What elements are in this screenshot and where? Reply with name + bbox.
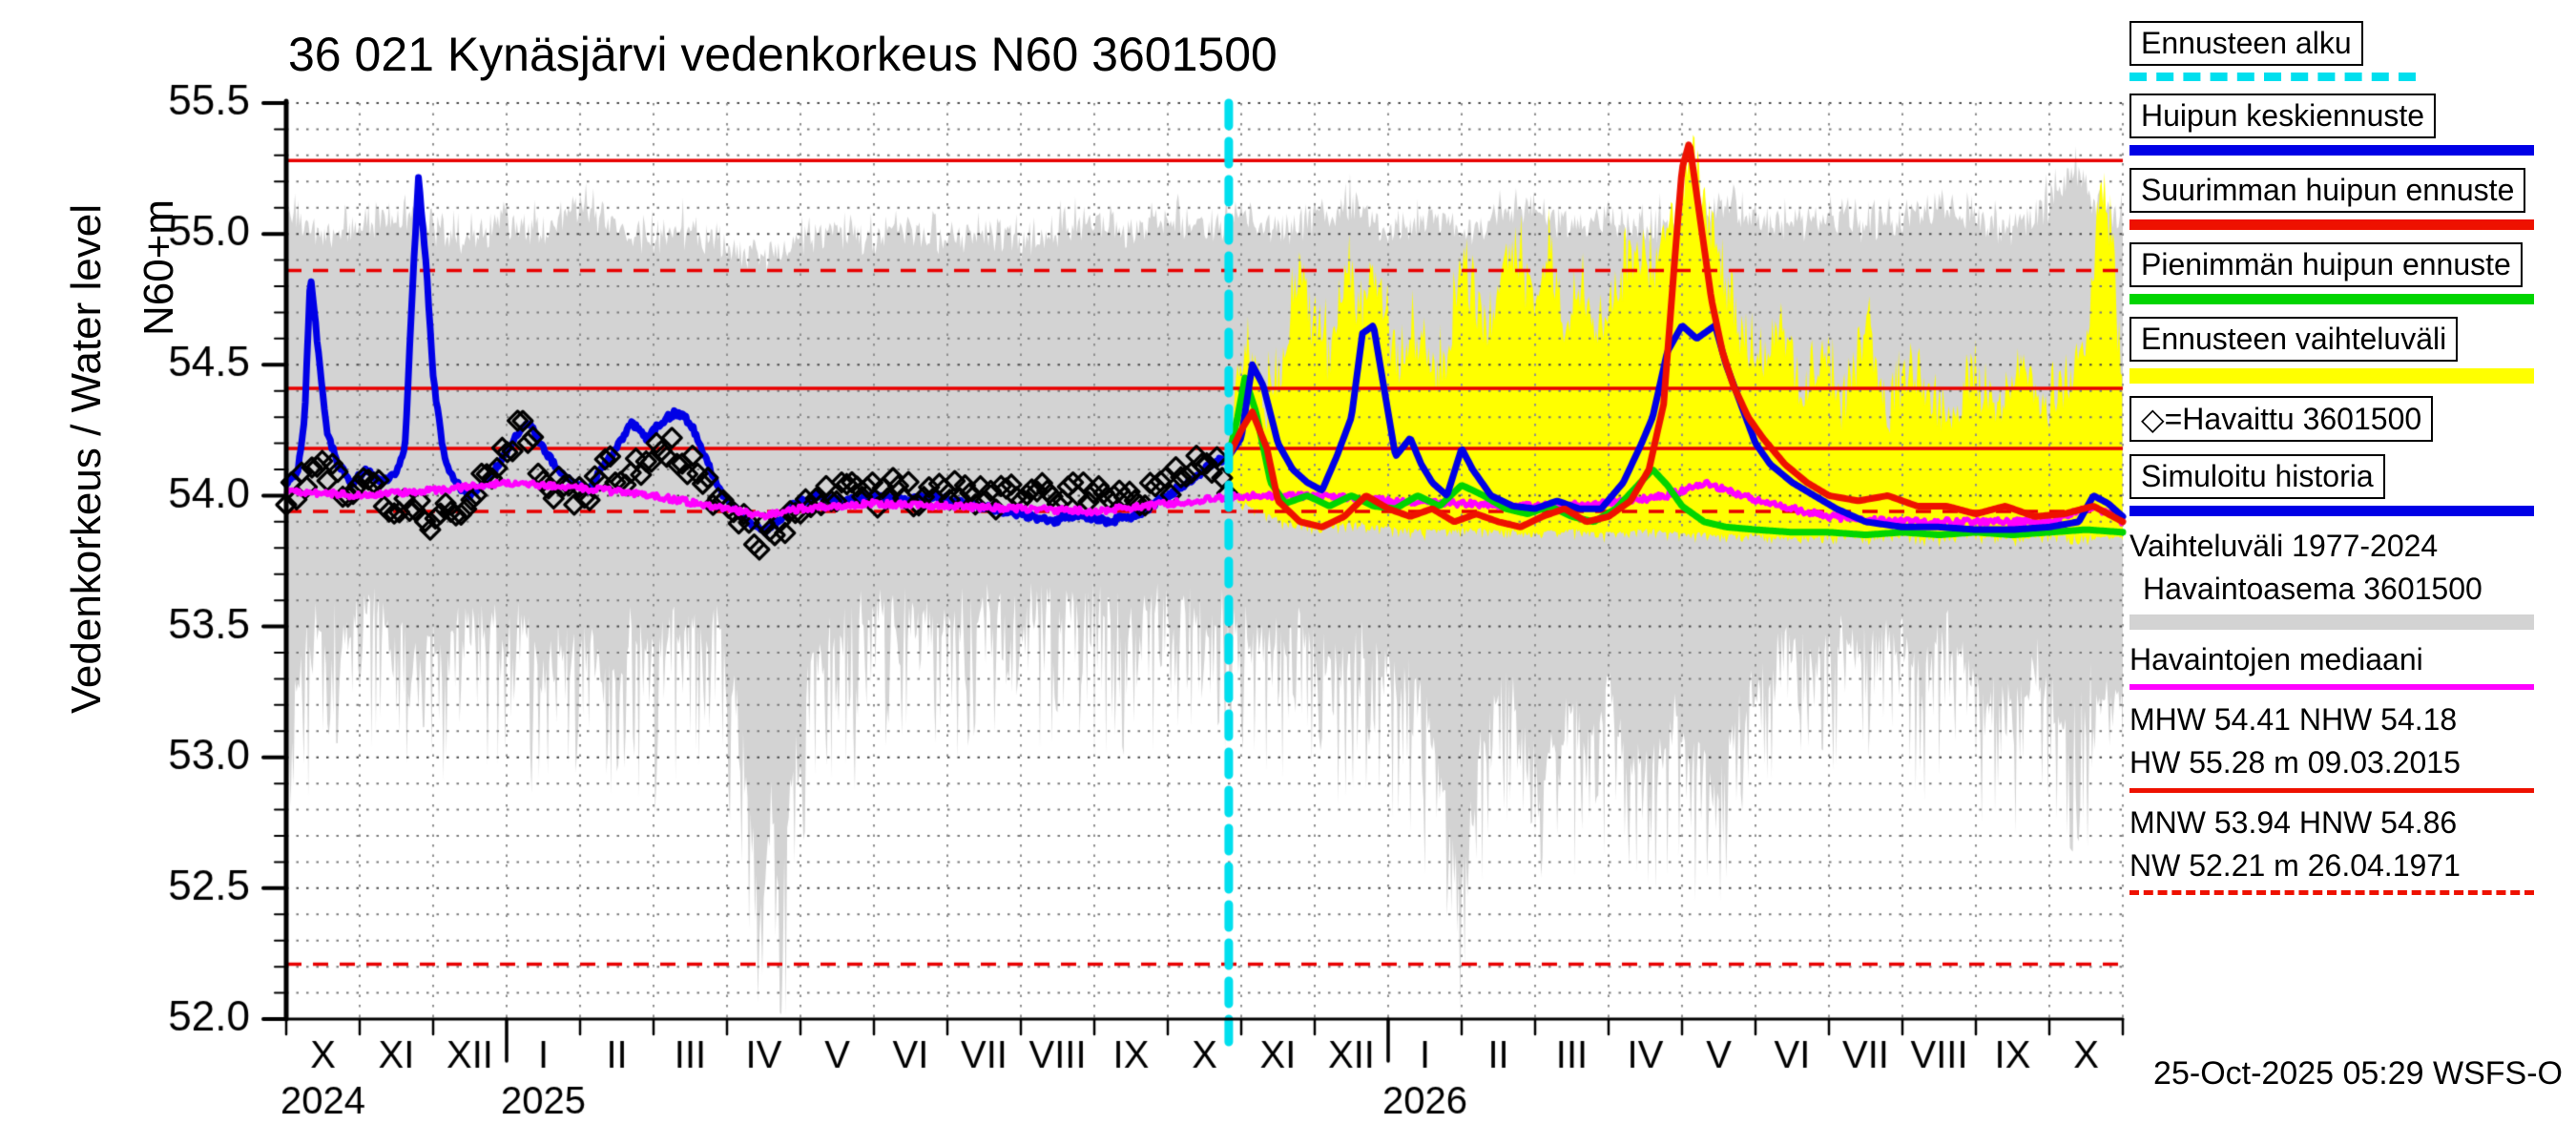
legend-label-mnw-hnw: MNW 53.94 HNW 54.86	[2129, 804, 2458, 840]
legend-item-forecast-start: Ennusteen alku	[2129, 21, 2568, 81]
legend-label-peak-mean-forecast: Huipun keskiennuste	[2129, 94, 2437, 138]
legend-label-nw: NW 52.21 m 26.04.1971	[2129, 847, 2461, 883]
y-axis-unit-label: N60+m	[135, 198, 182, 336]
low-water-dashed-line-sample	[2129, 890, 2534, 896]
observation-median-line-sample	[2129, 684, 2534, 691]
legend-item-simulated-history: Simuloitu historia	[2129, 454, 2568, 516]
legend-label-mhw-nhw: MHW 54.41 NHW 54.18	[2129, 702, 2458, 738]
legend-label-historical-range-station: Havaintoasema 3601500	[2143, 571, 2483, 606]
legend-item-peak-max-forecast: Suurimman huipun ennuste	[2129, 168, 2568, 230]
peak-mean-forecast-line-sample	[2129, 145, 2534, 156]
page-title: 36 021 Kynäsjärvi vedenkorkeus N60 36015…	[288, 28, 1278, 81]
legend-item-peak-mean-forecast: Huipun keskiennuste	[2129, 94, 2568, 156]
legend-label-hw: HW 55.28 m 09.03.2015	[2129, 745, 2461, 780]
peak-max-forecast-line-sample	[2129, 219, 2534, 230]
legend-item-forecast-range: Ennusteen vaihteluväli	[2129, 317, 2568, 384]
legend-label-peak-max-forecast: Suurimman huipun ennuste	[2129, 168, 2526, 213]
y-axis-label: Vedenkorkeus / Water level	[63, 204, 110, 714]
legend-label-forecast-range: Ennusteen vaihteluväli	[2129, 317, 2459, 362]
high-water-line-sample	[2129, 787, 2534, 793]
legend-item-historical-range: Vaihteluväli 1977-2024 Havaintoasema 360…	[2129, 529, 2568, 630]
legend-label-observed: ◇=Havaittu 3601500	[2129, 396, 2434, 442]
legend-item-observed: ◇=Havaittu 3601500	[2129, 396, 2568, 442]
timestamp: 25-Oct-2025 05:29 WSFS-O	[2153, 1055, 2563, 1092]
forecast-range-band-sample	[2129, 368, 2534, 384]
legend-label-historical-range: Vaihteluväli 1977-2024	[2129, 529, 2439, 563]
legend-label-forecast-start: Ennusteen alku	[2129, 21, 2363, 66]
legend: Ennusteen alku Huipun keskiennuste Suuri…	[2129, 21, 2568, 896]
legend-item-low-water-stats: MNW 53.94 HNW 54.86 NW 52.21 m 26.04.197…	[2129, 805, 2568, 896]
peak-min-forecast-line-sample	[2129, 294, 2534, 304]
legend-label-simulated-history: Simuloitu historia	[2129, 454, 2385, 499]
legend-item-high-water-stats: MHW 54.41 NHW 54.18 HW 55.28 m 09.03.201…	[2129, 702, 2568, 793]
legend-label-observation-median: Havaintojen mediaani	[2129, 641, 2423, 677]
legend-label-peak-min-forecast: Pienimmän huipun ennuste	[2129, 242, 2523, 287]
historical-range-band-sample	[2129, 614, 2534, 630]
simulated-history-line-sample	[2129, 506, 2534, 516]
legend-item-peak-min-forecast: Pienimmän huipun ennuste	[2129, 242, 2568, 304]
legend-item-observation-median: Havaintojen mediaani	[2129, 642, 2568, 691]
forecast-start-line-sample	[2129, 73, 2416, 81]
